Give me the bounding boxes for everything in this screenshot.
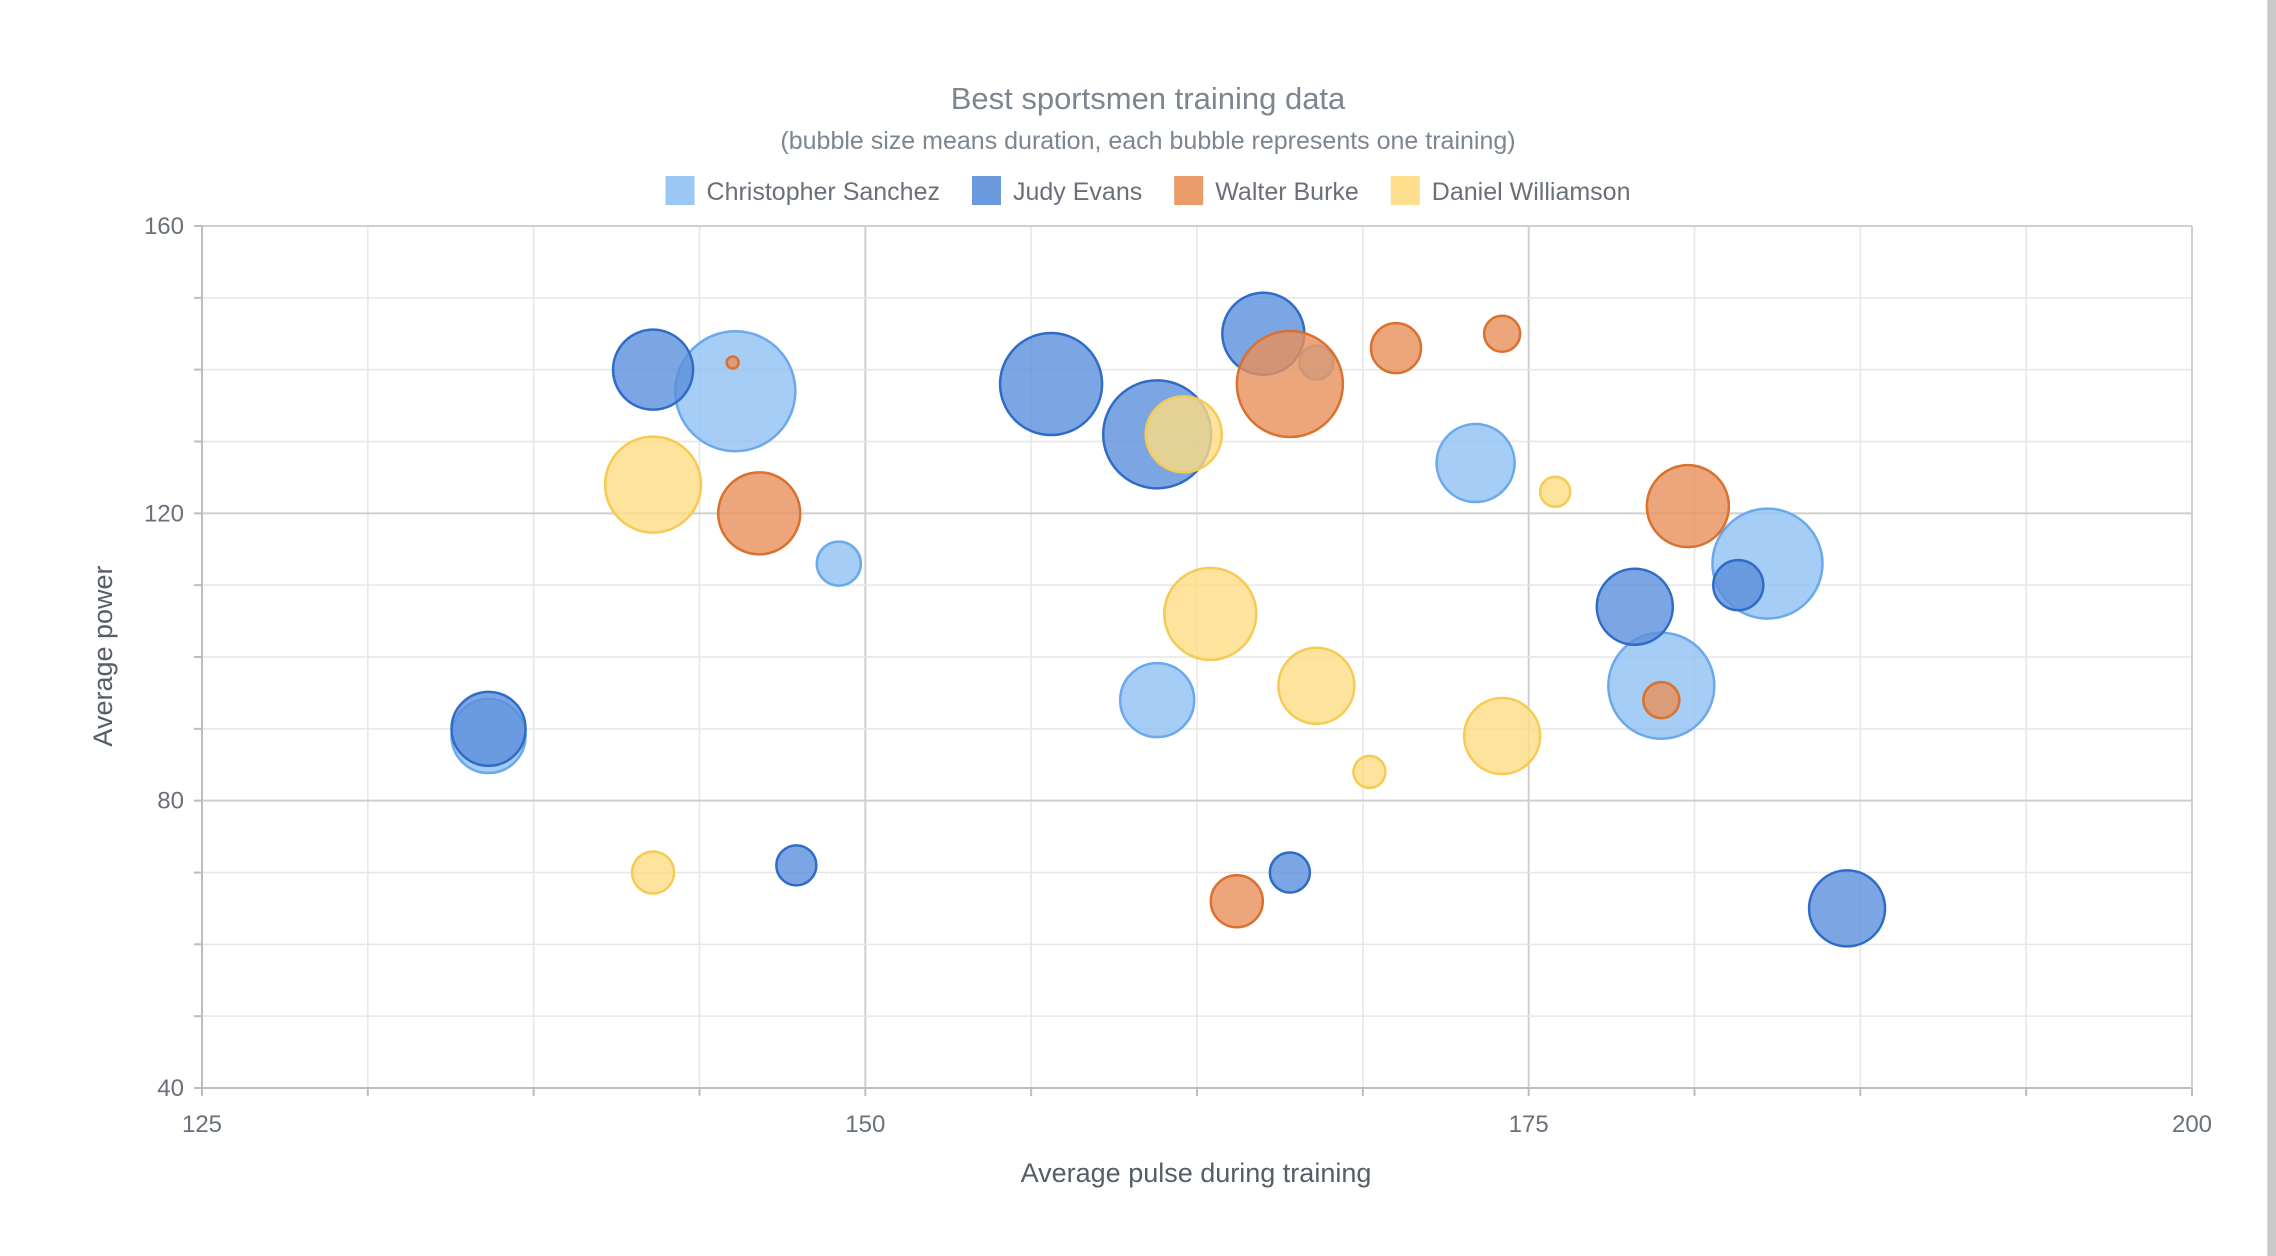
bubble[interactable] <box>1462 696 1542 776</box>
legend-label[interactable]: Walter Burke <box>1215 178 1359 206</box>
legend-swatch[interactable] <box>665 176 695 205</box>
bubble[interactable] <box>775 844 818 887</box>
legend[interactable]: Christopher Sanchez Judy Evans Walter Burk… <box>665 176 1631 206</box>
bubble[interactable] <box>815 540 863 587</box>
axes: 125 150 175 200 40 80 120 160 <box>144 213 2212 1138</box>
legend-swatch[interactable] <box>1390 176 1420 205</box>
bubble[interactable] <box>1235 329 1345 439</box>
bubble[interactable] <box>630 850 676 895</box>
y-axis-title: Average power <box>88 565 118 746</box>
bubble[interactable] <box>1435 422 1516 504</box>
vertical-scrollbar[interactable] <box>2267 0 2276 1256</box>
bubble[interactable] <box>1712 558 1765 612</box>
legend-swatch[interactable] <box>1174 176 1204 205</box>
bubble[interactable] <box>1645 463 1731 549</box>
bubble[interactable] <box>1807 869 1887 948</box>
bubble[interactable] <box>450 690 527 768</box>
y-tick-label: 40 <box>157 1075 184 1102</box>
legend-item[interactable]: Walter Burke <box>1174 176 1359 206</box>
legend-label[interactable]: Judy Evans <box>1013 178 1142 206</box>
legend-item[interactable]: Judy Evans <box>971 176 1142 206</box>
bubble[interactable] <box>1268 851 1312 894</box>
bubble[interactable] <box>998 331 1104 437</box>
bubble[interactable] <box>674 329 797 453</box>
x-axis-title: Average pulse during training <box>1021 1158 1372 1188</box>
bubble[interactable] <box>611 328 695 411</box>
bubble[interactable] <box>1144 395 1223 474</box>
x-tick-label: 200 <box>2172 1111 2212 1138</box>
bubble[interactable] <box>1369 321 1423 375</box>
y-tick-label: 160 <box>144 213 184 240</box>
bubble[interactable] <box>1277 646 1356 725</box>
series-1[interactable] <box>450 291 1887 948</box>
x-tick-label: 175 <box>1509 1111 1549 1138</box>
bubble[interactable] <box>1163 566 1258 662</box>
legend-item[interactable]: Daniel Williamson <box>1390 176 1631 206</box>
series-3[interactable] <box>603 395 1572 895</box>
bubble[interactable] <box>1352 754 1387 790</box>
bubble[interactable] <box>603 435 703 534</box>
chart-subtitle: (bubble size means duration, each bubble… <box>780 127 1515 155</box>
legend-label[interactable]: Christopher Sanchez <box>707 178 940 206</box>
bubble[interactable] <box>1209 873 1265 929</box>
bubble[interactable] <box>1482 314 1522 353</box>
bubble[interactable] <box>1538 475 1572 509</box>
y-tick-label: 80 <box>157 788 184 815</box>
x-tick-label: 125 <box>182 1111 222 1138</box>
bubble[interactable] <box>725 355 740 370</box>
y-tick-label: 120 <box>144 500 184 527</box>
x-tick-label: 150 <box>845 1111 885 1138</box>
scrollbar-thumb[interactable] <box>2268 0 2276 1256</box>
bubble[interactable] <box>1642 680 1681 720</box>
bubble[interactable] <box>1118 661 1196 739</box>
legend-label[interactable]: Daniel Williamson <box>1432 178 1631 206</box>
bubble-layer <box>450 291 1887 948</box>
chart-title: Best sportsmen training data <box>951 81 1346 116</box>
bubble[interactable] <box>716 471 802 556</box>
series-2[interactable] <box>716 314 1731 929</box>
legend-swatch[interactable] <box>971 176 1001 205</box>
bubble[interactable] <box>1595 567 1675 646</box>
legend-item[interactable]: Christopher Sanchez <box>665 176 940 206</box>
